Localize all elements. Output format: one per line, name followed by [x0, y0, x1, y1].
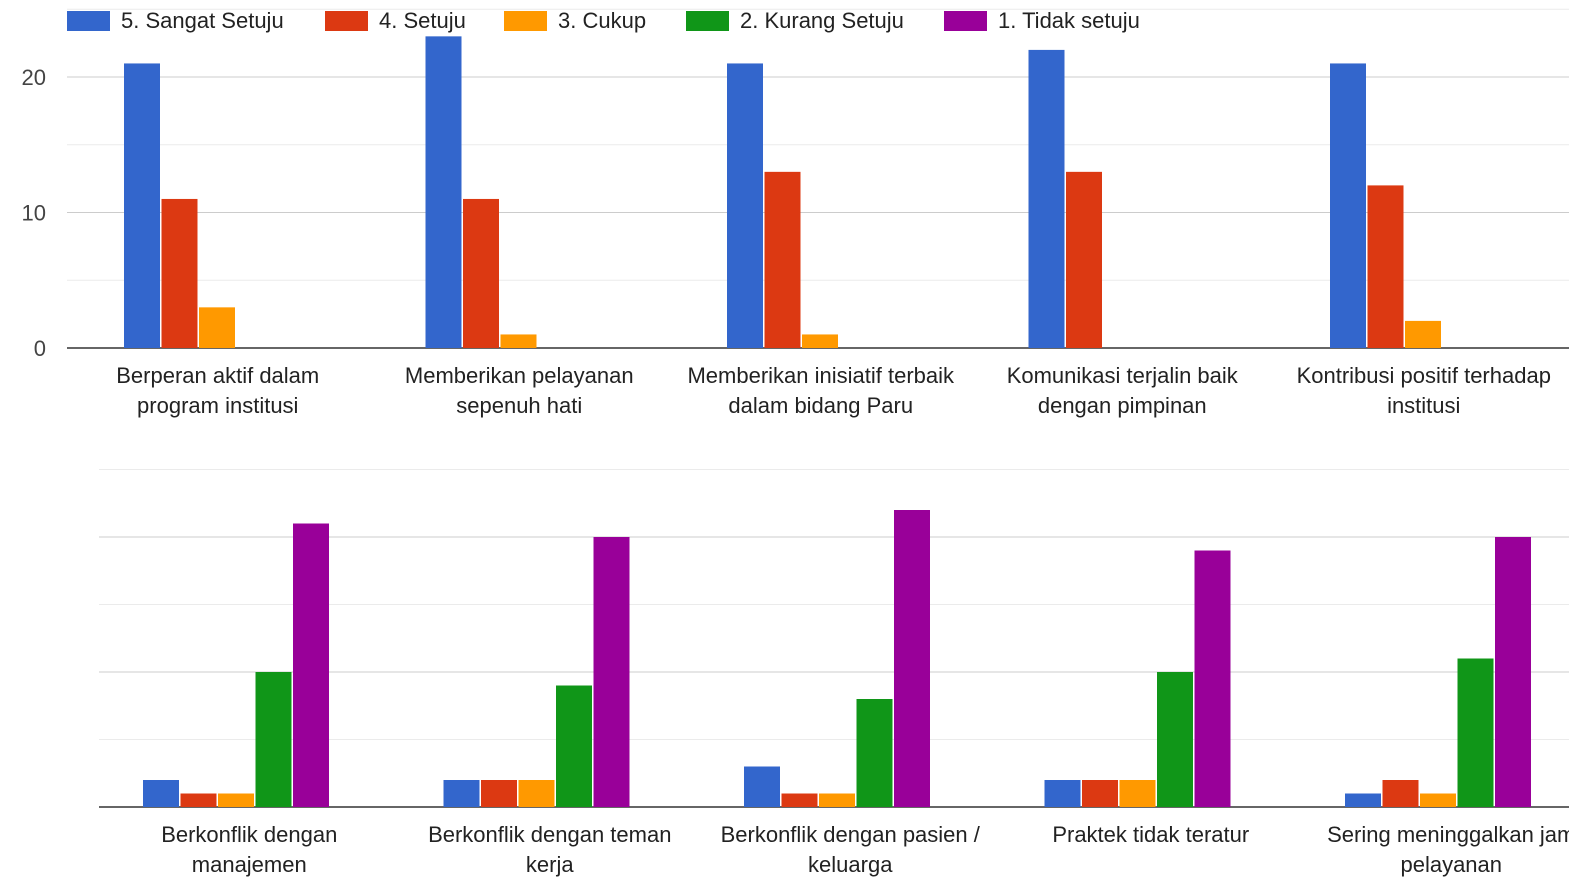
x-category-label: Komunikasi terjalin baik dengan pimpinan: [1007, 363, 1239, 418]
legend-item: 1. Tidak setuju: [944, 8, 1140, 33]
x-tick-label: Praktek tidak teratur: [1052, 822, 1249, 847]
bar: [1066, 171, 1102, 348]
x-category-label: Memberikan inisiatif terbaik dalam bidang…: [687, 363, 955, 418]
bar: [727, 63, 763, 348]
legend-label: 5. Sangat Setuju: [121, 8, 284, 33]
legend-label: 3. Cukup: [558, 8, 646, 33]
bar: [802, 334, 838, 348]
x-tick-label: Memberikan inisiatif terbaik: [687, 363, 955, 388]
legend-item: 5. Sangat Setuju: [67, 8, 284, 33]
bar: [463, 198, 499, 348]
legend-swatch: [686, 11, 729, 31]
legend-swatch: [325, 11, 368, 31]
x-tick-label: keluarga: [808, 852, 893, 877]
x-tick-label: institusi: [1387, 393, 1460, 418]
x-category-label: Sering meninggalkan jam pelayanan: [1327, 822, 1569, 877]
bar: [1157, 672, 1193, 807]
bar: [744, 766, 780, 807]
x-tick-label: Berkonflik dengan: [161, 822, 337, 847]
x-category-label: Kontribusi positif terhadap institusi: [1297, 363, 1551, 418]
bar: [293, 523, 329, 807]
x-tick-label: kerja: [526, 852, 574, 877]
x-tick-label: dalam bidang Paru: [728, 393, 913, 418]
x-category-label: Praktek tidak teratur: [1052, 822, 1249, 847]
x-tick-label: Komunikasi terjalin baik: [1007, 363, 1239, 388]
bar: [124, 63, 160, 348]
legend-label: 4. Setuju: [379, 8, 466, 33]
y-axis-ticks: 0 10 20: [22, 65, 46, 361]
x-tick-label: Kontribusi positif terhadap: [1297, 363, 1551, 388]
x-tick-label: program institusi: [137, 393, 298, 418]
x-category-label: Berkonflik dengan teman kerja: [428, 822, 671, 877]
x-tick-label: dengan pimpinan: [1038, 393, 1207, 418]
x-category-label: Berperan aktif dalam program institusi: [116, 363, 319, 418]
x-tick-label: Berkonflik dengan teman: [428, 822, 671, 847]
bar: [1367, 185, 1404, 348]
y-tick-label: 0: [34, 336, 46, 361]
legend-swatch: [504, 11, 547, 31]
bar: [518, 780, 555, 807]
bar: [819, 793, 855, 807]
x-category-label: Memberikan pelayanan sepenuh hati: [405, 363, 634, 418]
legend-swatch: [944, 11, 987, 31]
bar: [255, 672, 292, 807]
chart-panel-1: 0 10 20 Berperan aktif dalam program institu…: [22, 8, 1569, 418]
bar: [1405, 320, 1441, 348]
legend-label: 2. Kurang Setuju: [740, 8, 904, 33]
bar: [856, 699, 893, 807]
legend-label: 1. Tidak setuju: [998, 8, 1140, 33]
legend-item: 4. Setuju: [325, 8, 466, 33]
y-tick-label: 20: [22, 65, 46, 90]
gridlines: [67, 8, 1569, 349]
x-tick-label: Berkonflik dengan pasien /: [721, 822, 981, 847]
bar: [180, 793, 217, 807]
bar: [781, 793, 818, 807]
x-tick-label: Berperan aktif dalam: [116, 363, 319, 388]
legend-item: 2. Kurang Setuju: [686, 8, 904, 33]
bar: [218, 793, 254, 807]
y-tick-label: 10: [22, 201, 46, 226]
x-tick-label: Sering meninggalkan jam: [1327, 822, 1569, 847]
legend: 5. Sangat Setuju 4. Setuju 3. Cukup 2. Kura…: [67, 8, 1140, 33]
bar: [1420, 793, 1456, 807]
bar: [1082, 780, 1118, 807]
bar: [1330, 63, 1366, 348]
x-tick-label: pelayanan: [1400, 852, 1502, 877]
x-tick-label: sepenuh hati: [456, 393, 582, 418]
bar: [1382, 780, 1419, 807]
bar: [1457, 658, 1494, 807]
bar: [143, 780, 179, 807]
bar: [425, 36, 462, 348]
bar: [1194, 550, 1231, 807]
bar: [443, 780, 480, 807]
bars: [143, 510, 1531, 807]
x-tick-label: Memberikan pelayanan: [405, 363, 634, 388]
legend-swatch: [67, 11, 110, 31]
bar: [1044, 780, 1081, 807]
bar: [1028, 49, 1065, 349]
bar: [1119, 780, 1156, 807]
bar: [593, 537, 630, 807]
bar: [894, 510, 930, 807]
bar: [764, 171, 801, 348]
bar: [556, 685, 592, 807]
x-category-label: Berkonflik dengan pasien / keluarga: [721, 822, 981, 877]
x-category-label: Berkonflik dengan manajemen: [161, 822, 337, 877]
legend-item: 3. Cukup: [504, 8, 646, 33]
bar: [500, 334, 537, 348]
bars: [124, 36, 1441, 349]
bar: [161, 198, 198, 348]
bar: [481, 780, 517, 807]
bar: [1345, 793, 1381, 807]
bar: [1495, 537, 1531, 807]
bar: [199, 307, 235, 348]
x-tick-label: manajemen: [192, 852, 307, 877]
